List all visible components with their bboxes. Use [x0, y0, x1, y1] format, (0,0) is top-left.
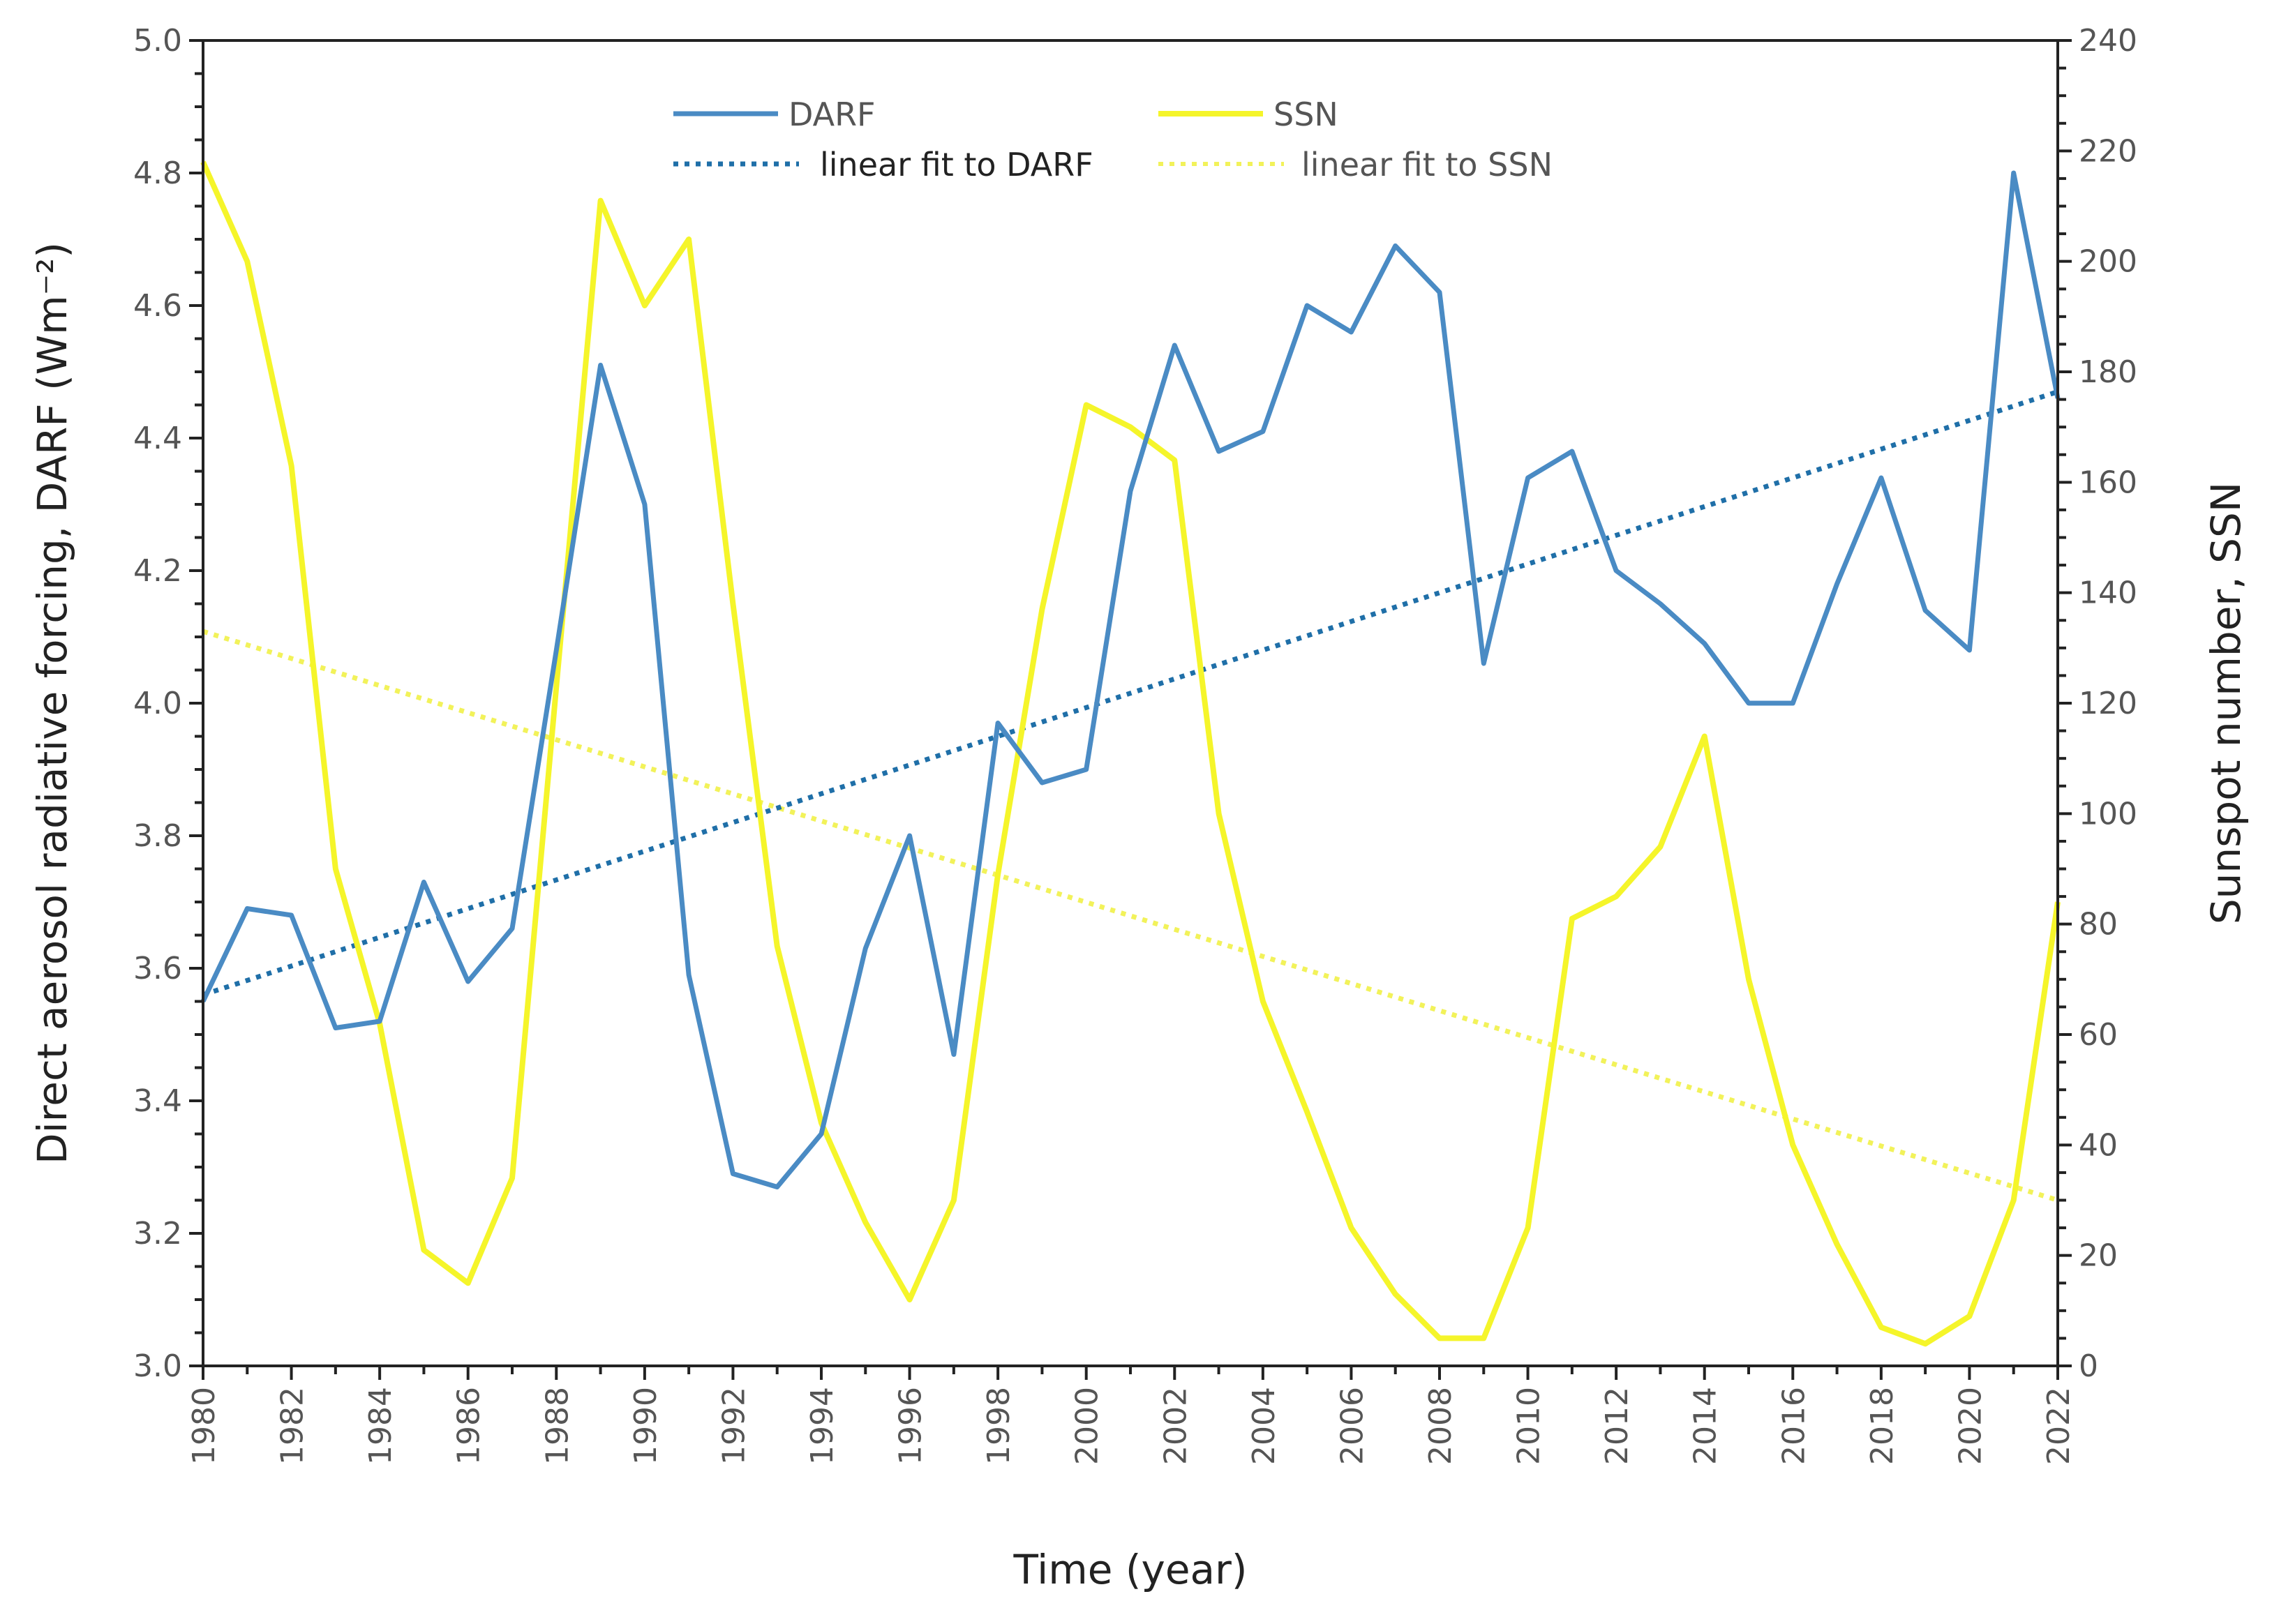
- y-left-tick-label: 4.0: [133, 686, 182, 721]
- y-left-tick-label: 3.6: [133, 951, 182, 986]
- x-tick-label: 1988: [539, 1387, 575, 1465]
- legend-label-darf: DARF: [789, 96, 876, 133]
- y-right-tick-label: 40: [2079, 1127, 2118, 1163]
- x-tick-label: 2006: [1334, 1387, 1370, 1465]
- y-right-tick-label: 0: [2079, 1348, 2098, 1384]
- y-right-tick-label: 100: [2079, 796, 2137, 832]
- series-line-linear-fit-to-ssn: [202, 629, 2059, 1203]
- x-tick-label: 2020: [1952, 1387, 1988, 1465]
- x-tick-label: 1992: [716, 1387, 752, 1465]
- y-left-tick-label: 4.8: [133, 156, 182, 191]
- y-left-tick-label: 3.4: [133, 1083, 182, 1119]
- y-left-tick-label: 3.8: [133, 818, 182, 854]
- x-tick-label: 1980: [186, 1387, 222, 1465]
- legend-label-darf-fit: linear fit to DARF: [820, 146, 1093, 183]
- series-line-darf: [200, 170, 2061, 1189]
- legend-label-ssn-fit: linear fit to SSN: [1301, 146, 1553, 183]
- y-right-tick-label: 80: [2079, 907, 2118, 942]
- x-axis-title: Time (year): [1012, 1546, 1247, 1593]
- y-right-tick-label: 20: [2079, 1238, 2118, 1274]
- x-tick-label: 2010: [1511, 1387, 1547, 1465]
- y-right-tick-label: 60: [2079, 1017, 2118, 1053]
- x-tick-label: 2016: [1776, 1387, 1811, 1465]
- y-right-tick-label: 120: [2079, 686, 2137, 721]
- x-tick-label: 2008: [1423, 1387, 1458, 1465]
- x-tick-label: 1994: [805, 1387, 840, 1465]
- series-line-ssn: [200, 160, 2061, 1347]
- x-tick-label: 1982: [275, 1387, 311, 1465]
- y-right-tick-label: 180: [2079, 354, 2137, 390]
- x-tick-label: 2018: [1864, 1387, 1900, 1465]
- y-axis-left-title: Direct aerosol radiative forcing, DARF (…: [29, 242, 76, 1164]
- x-tick-label: 2002: [1158, 1387, 1193, 1465]
- y-left-tick-label: 3.0: [133, 1348, 182, 1384]
- y-left-tick-label: 4.2: [133, 553, 182, 589]
- y-left-tick-label: 5.0: [133, 23, 182, 59]
- x-tick-label: 1998: [981, 1387, 1017, 1465]
- legend: DARF linear fit to DARF SSN linear fit t…: [673, 96, 1553, 183]
- y-axis-right-title: Sunspot number, SSN: [2202, 482, 2250, 924]
- y-right-tick-label: 160: [2079, 465, 2137, 500]
- x-tick-label: 1984: [363, 1387, 398, 1465]
- x-tick-label: 2004: [1246, 1387, 1282, 1465]
- x-tick-label: 1990: [628, 1387, 664, 1465]
- y-right-tick-label: 140: [2079, 576, 2137, 611]
- y-left-tick-label: 3.2: [133, 1216, 182, 1251]
- x-tick-label: 1996: [893, 1387, 929, 1465]
- y-left-tick-label: 4.6: [133, 288, 182, 324]
- x-tick-label: 2012: [1599, 1387, 1635, 1465]
- y-right-tick-label: 200: [2079, 244, 2137, 280]
- x-tick-label: 2022: [2041, 1387, 2077, 1465]
- x-tick-label: 2000: [1070, 1387, 1105, 1465]
- legend-label-ssn: SSN: [1273, 96, 1338, 133]
- y-left-tick-label: 4.4: [133, 421, 182, 456]
- x-tick-label: 1986: [451, 1387, 487, 1465]
- x-tick-label: 2014: [1688, 1387, 1724, 1465]
- y-right-tick-label: 240: [2079, 23, 2137, 59]
- series-line-linear-fit-to-darf: [202, 389, 2059, 998]
- y-right-tick-label: 220: [2079, 133, 2137, 169]
